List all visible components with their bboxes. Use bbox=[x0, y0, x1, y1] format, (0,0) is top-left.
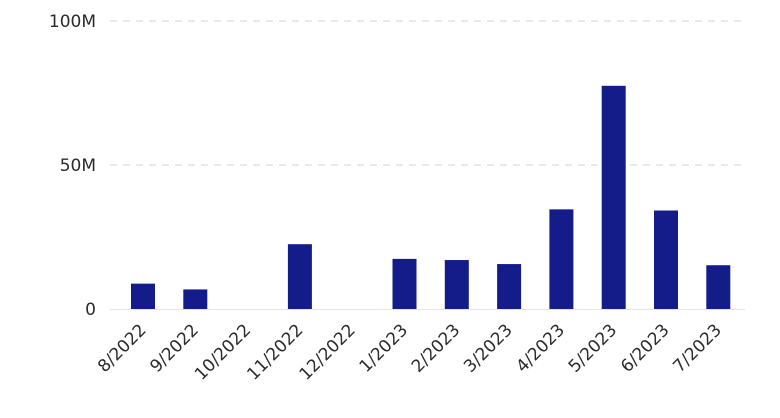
bar[interactable] bbox=[444, 260, 469, 309]
y-tick-label: 0 bbox=[85, 300, 96, 320]
bar[interactable] bbox=[601, 85, 626, 309]
bar[interactable] bbox=[549, 209, 574, 309]
grid-layer bbox=[110, 20, 745, 310]
y-axis: 0 50M 100M bbox=[49, 12, 96, 320]
bar[interactable] bbox=[392, 258, 417, 309]
y-tick-label: 100M bbox=[49, 12, 96, 32]
y-tick-label: 50M bbox=[60, 156, 96, 176]
bar[interactable] bbox=[706, 265, 731, 309]
x-tick-label: 3/2023 bbox=[460, 320, 516, 376]
x-tick-label: 12/2022 bbox=[296, 320, 360, 384]
bar[interactable] bbox=[497, 264, 522, 309]
x-tick-label: 7/2023 bbox=[669, 320, 725, 376]
x-tick-label: 11/2022 bbox=[243, 320, 307, 384]
x-tick-label: 1/2023 bbox=[356, 320, 412, 376]
bar[interactable] bbox=[183, 289, 208, 309]
x-axis: 8/20229/202210/202211/202212/20221/20232… bbox=[94, 320, 726, 384]
bar[interactable] bbox=[654, 210, 678, 309]
bar[interactable] bbox=[287, 244, 312, 309]
bars bbox=[131, 85, 731, 309]
x-tick-label: 8/2022 bbox=[94, 320, 150, 376]
x-tick-label: 6/2023 bbox=[617, 320, 673, 376]
bar[interactable] bbox=[131, 283, 155, 309]
x-tick-label: 4/2023 bbox=[512, 320, 568, 376]
x-tick-label: 10/2022 bbox=[191, 320, 255, 384]
x-tick-label: 5/2023 bbox=[565, 320, 621, 376]
x-tick-label: 2/2023 bbox=[408, 320, 464, 376]
